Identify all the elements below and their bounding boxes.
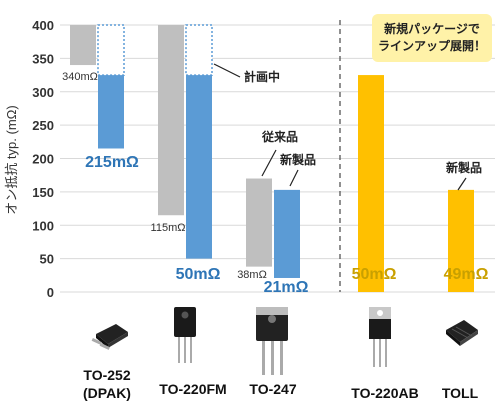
annotation-planned: 計画中 <box>244 69 280 84</box>
package-label-to220fm: TO-220FM <box>159 381 227 397</box>
package-label-to220ab: TO-220AB <box>351 385 419 401</box>
bar-conventional <box>70 25 96 66</box>
grid <box>60 24 495 293</box>
bar-new <box>98 75 124 149</box>
y-axis-label: オン抵抗 typ. (mΩ) <box>4 105 19 214</box>
bar-new-package <box>358 75 384 292</box>
data-labels: 340mΩ 115mΩ 38mΩ 215mΩ 50mΩ 21mΩ 50mΩ 49mΩ <box>62 71 488 296</box>
data-label-new: 215mΩ <box>85 154 139 171</box>
bar-planned <box>97 24 125 76</box>
callout-line-1: 新規パッケージで <box>384 21 480 36</box>
package-label-toll: TOLL <box>441 385 479 401</box>
y-tick-label: 400 <box>32 18 54 33</box>
callout-line-2: ラインアップ展開！ <box>378 38 486 53</box>
toll-package-icon <box>446 320 478 346</box>
bar-planned <box>185 24 213 76</box>
leader-line <box>213 63 241 78</box>
data-label-new-package: 49mΩ <box>444 266 489 283</box>
callout-box: 新規パッケージで ラインアップ展開！ <box>372 14 492 62</box>
package-label-to252: TO-252 (DPAK) <box>72 366 142 402</box>
package-label-to252-line1: TO-252 <box>83 367 131 383</box>
y-tick-label: 300 <box>32 85 54 100</box>
data-label-new: 21mΩ <box>264 279 309 296</box>
data-label-new: 50mΩ <box>176 266 221 283</box>
y-tick-label: 100 <box>32 218 54 233</box>
annotation-new-package: 新製品 <box>446 160 482 175</box>
data-label-conventional: 115mΩ <box>151 222 186 234</box>
data-label-new-package: 50mΩ <box>352 266 397 283</box>
data-label-conventional: 38mΩ <box>237 269 267 281</box>
bar-new-package <box>448 189 474 292</box>
package-label-to247: TO-247 <box>249 381 297 397</box>
bar-conventional <box>158 25 184 216</box>
annotation-new: 新製品 <box>280 152 316 167</box>
bar-conventional <box>246 178 272 267</box>
leader-line <box>457 177 467 191</box>
y-tick-label: 0 <box>47 285 54 300</box>
y-axis: 0 50 100 150 200 250 300 350 400 <box>32 18 54 300</box>
y-tick-label: 150 <box>32 185 54 200</box>
dpak-package-icon <box>91 324 128 350</box>
bar-new <box>274 189 300 278</box>
to247-package-icon <box>256 307 288 375</box>
to220fm-package-icon <box>174 307 196 363</box>
bars <box>70 24 474 292</box>
y-tick-label: 250 <box>32 118 54 133</box>
y-tick-label: 50 <box>40 252 54 267</box>
bar-new <box>186 75 212 259</box>
leader-line <box>261 149 277 177</box>
leader-line <box>289 169 299 187</box>
y-tick-label: 350 <box>32 51 54 66</box>
y-tick-label: 200 <box>32 152 54 167</box>
to220ab-package-icon <box>369 307 391 367</box>
annotation-conventional: 従来品 <box>261 129 298 144</box>
package-label-to252-line2: (DPAK) <box>83 385 131 401</box>
data-label-conventional: 340mΩ <box>62 71 98 83</box>
